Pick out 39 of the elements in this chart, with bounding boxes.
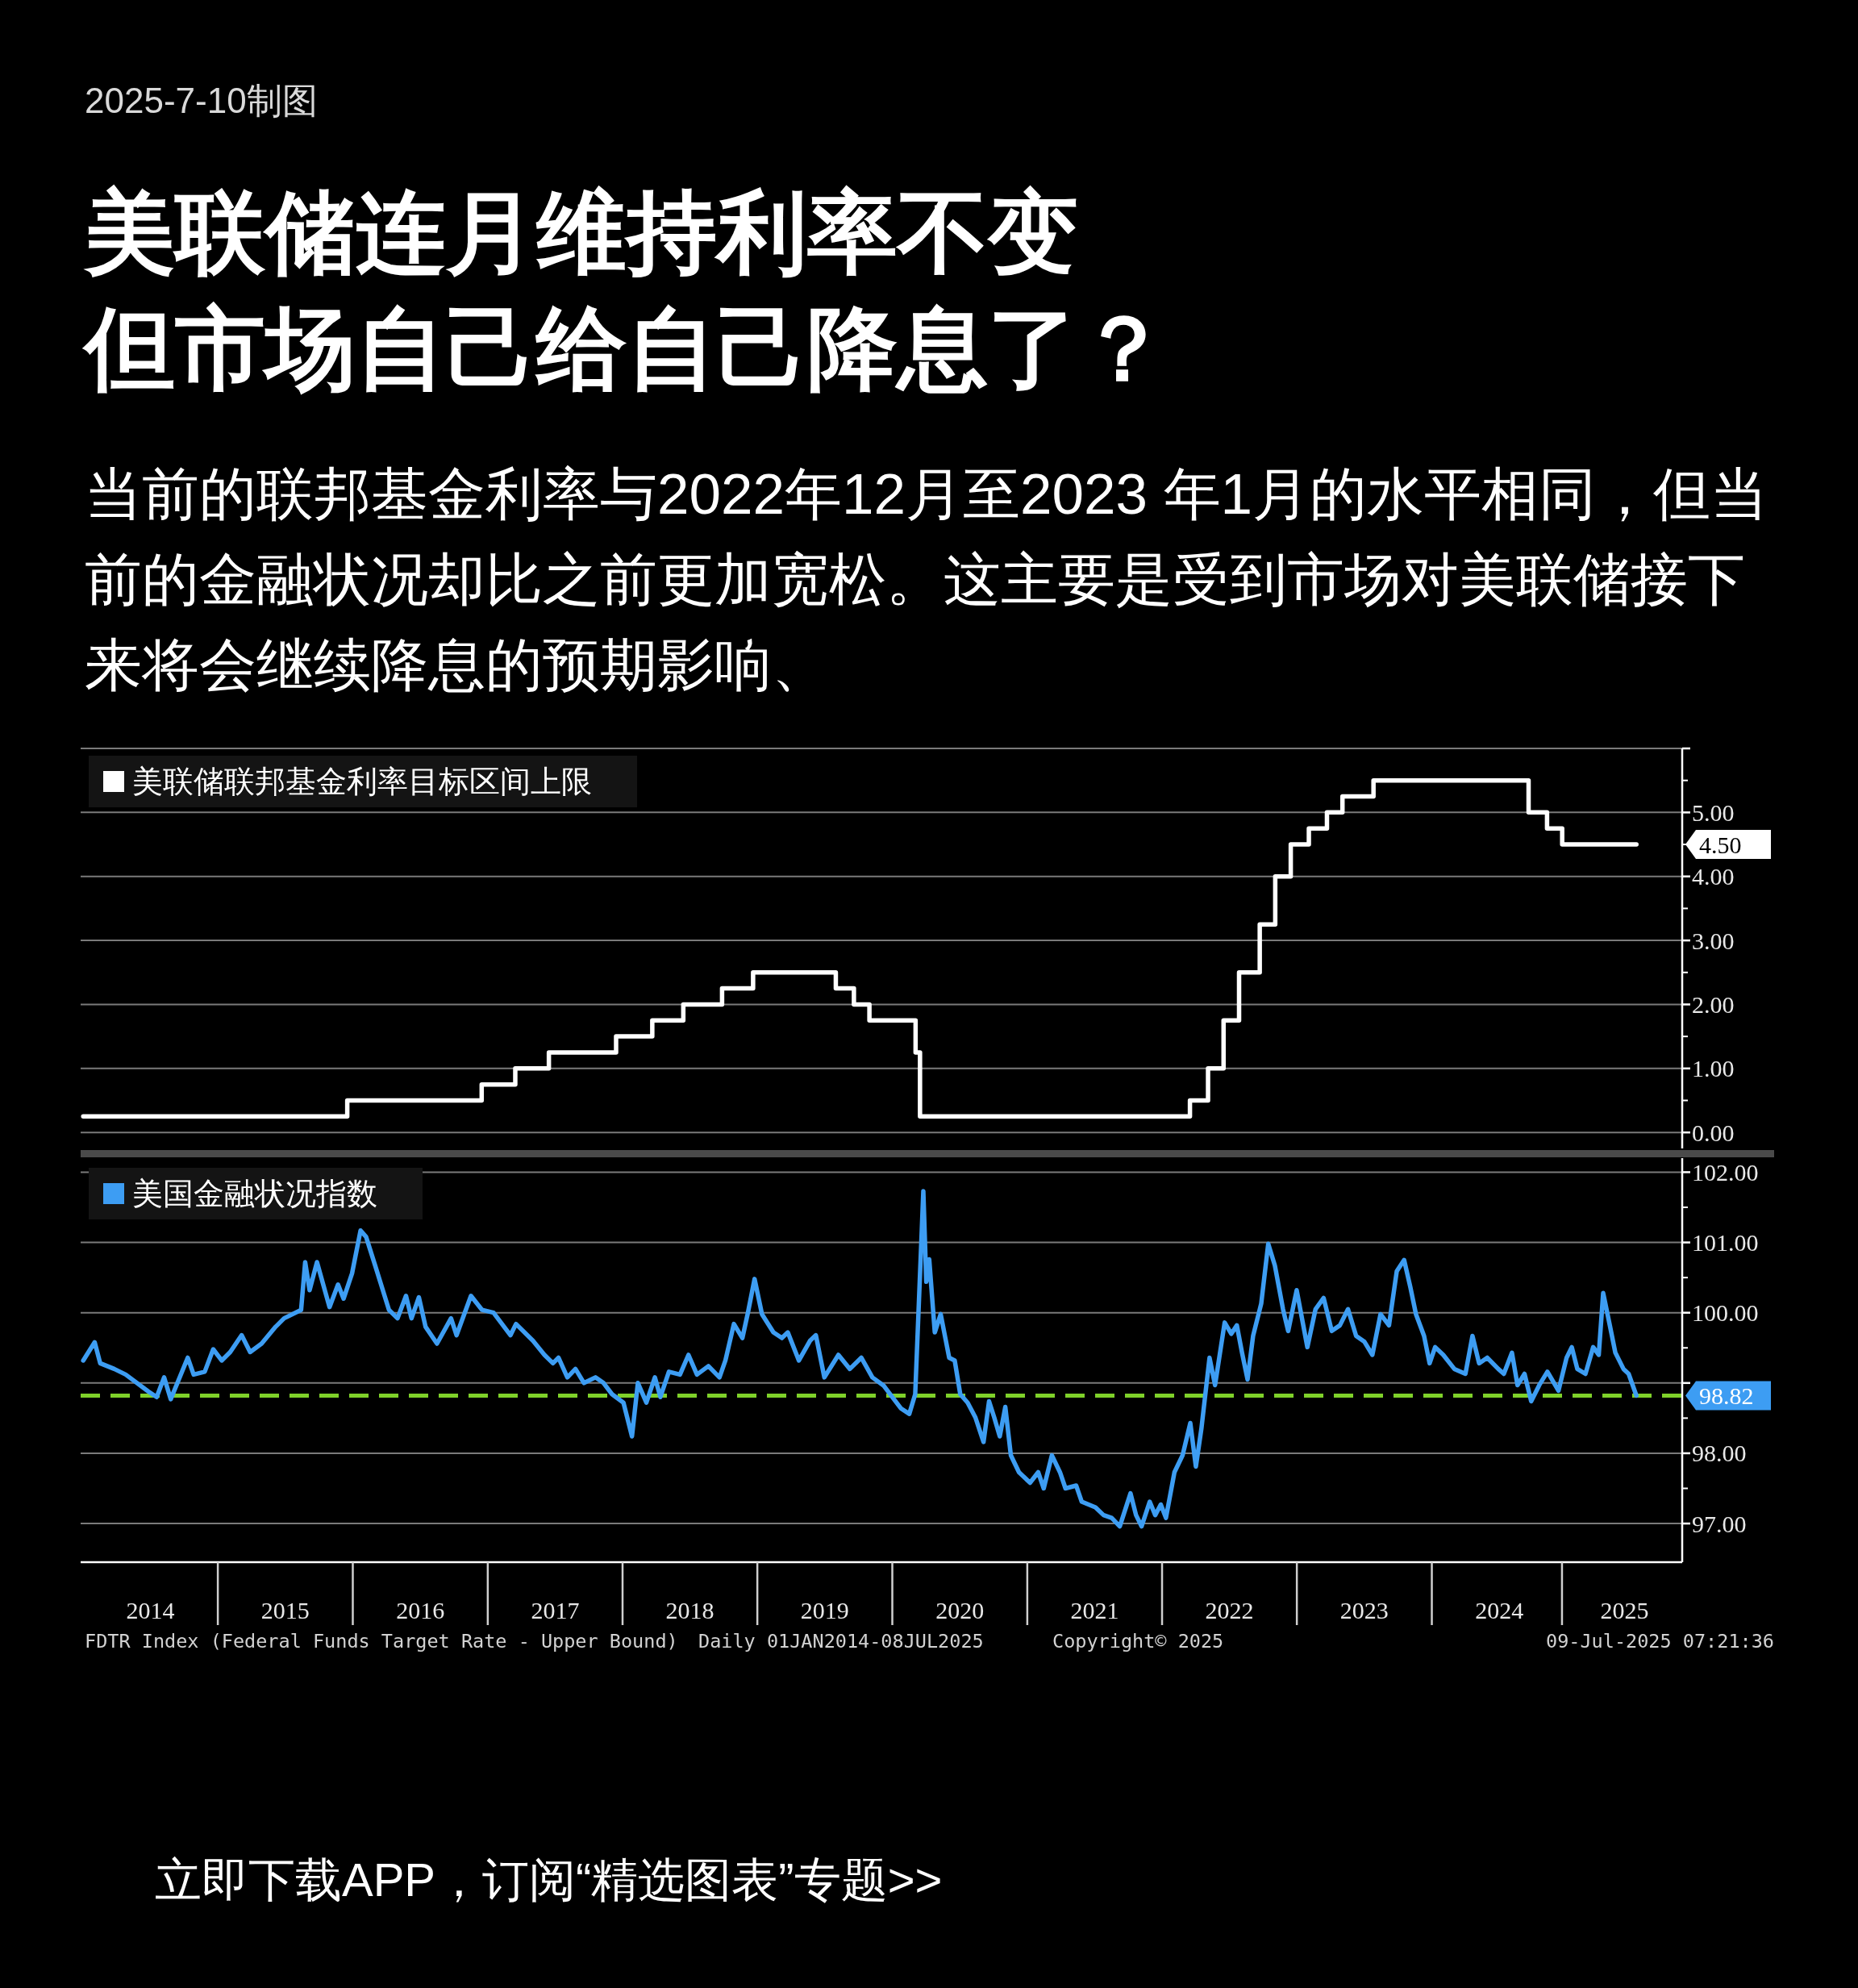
text: 立即下载APP，订阅“精选图表”专题>> (155, 1853, 943, 1906)
value-tag: 4.50 (1685, 830, 1771, 860)
y-tick-label: 102.00 (1692, 1158, 1759, 1186)
y-tick-label: 98.00 (1692, 1440, 1747, 1467)
text: 2025-7-10制图 (85, 80, 318, 120)
chart-subtitle: 当前的联邦基金利率与2022年12月至2023 年1月的水平相同，但当前的金融状况却比之前更加宽松。这主要是受到市场对美联储接下来将会继续降息的预期影响、 (85, 461, 1769, 698)
x-tick-label: 2019 (800, 1596, 849, 1623)
y-tick-label: 4.00 (1692, 863, 1735, 890)
text: FDTR Index (Federal Funds Target Rate - Upper Bound) (85, 1630, 678, 1652)
legend: 美国金融状况指数 (89, 1168, 423, 1219)
x-tick-label: 2015 (260, 1596, 310, 1623)
y-tick-label: 100.00 (1692, 1299, 1759, 1327)
text: 09-Jul-2025 07:21:36 (1546, 1630, 1774, 1652)
x-tick-label: 2022 (1205, 1596, 1254, 1623)
y-tick-label: 101.00 (1692, 1229, 1759, 1257)
text: Daily 01JAN2014-08JUL2025 (698, 1630, 984, 1652)
x-tick-label: 2024 (1475, 1596, 1524, 1623)
x-tick-label: 2017 (531, 1596, 580, 1623)
annotation: 4.50 (1699, 831, 1742, 858)
annotation: 98.82 (1699, 1382, 1754, 1409)
y-tick-label: 2.00 (1692, 990, 1735, 1018)
text: Copyright© 2025 (1052, 1630, 1224, 1652)
chart-title: 美联储连月维持利率不变但市场自己给自己降息了？ (81, 181, 1169, 399)
value-tag: 98.82 (1685, 1381, 1771, 1411)
x-tick-label: 2020 (935, 1596, 985, 1623)
y-tick-label: 5.00 (1692, 798, 1735, 826)
x-tick-label: 2016 (396, 1596, 445, 1623)
y-tick-label: 3.00 (1692, 927, 1735, 954)
x-tick-label: 2018 (665, 1596, 714, 1623)
legend: 美联储联邦基金利率目标区间上限 (89, 756, 637, 807)
x-tick-label: 2025 (1600, 1596, 1649, 1623)
y-tick-label: 1.00 (1692, 1055, 1735, 1082)
y-tick-label: 97.00 (1692, 1510, 1747, 1537)
y-tick-label: 0.00 (1692, 1119, 1735, 1146)
legend-label: 美国金融状况指数 (132, 1177, 377, 1211)
x-tick-label: 2023 (1339, 1596, 1389, 1623)
x-tick-label: 2014 (126, 1596, 175, 1623)
legend-label: 美联储联邦基金利率目标区间上限 (132, 765, 592, 798)
x-tick-label: 2021 (1070, 1596, 1119, 1623)
